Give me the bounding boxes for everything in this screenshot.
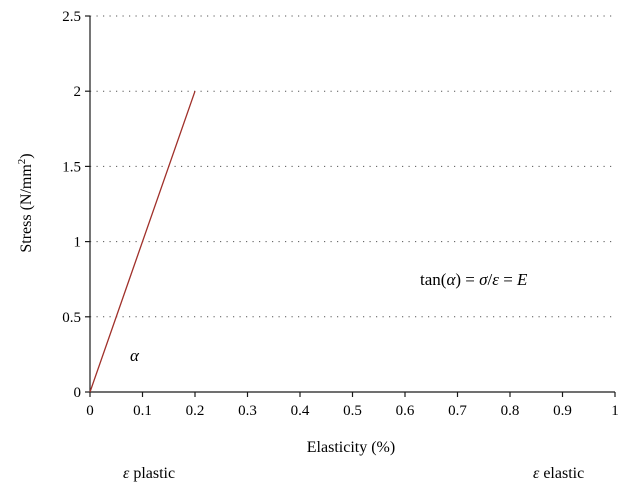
x-tick-label-1: 0.1 — [133, 403, 152, 419]
x-tick-label-2: 0.2 — [186, 403, 205, 419]
y-tick-label-0: 0 — [74, 385, 82, 401]
footer-elastic-label: ε elastic — [533, 465, 584, 482]
series-group — [89, 90, 196, 393]
x-tick-label-0: 0 — [86, 403, 94, 419]
series-line-0 — [89, 90, 196, 393]
x-tick-label-9: 0.9 — [553, 403, 572, 419]
y-tick-label-4: 2 — [74, 84, 82, 100]
x-tick-label-10: 1 — [611, 403, 619, 419]
alpha-annotation: α — [130, 346, 140, 365]
x-tick-label-5: 0.5 — [343, 403, 362, 419]
x-tick-label-3: 0.3 — [238, 403, 257, 419]
x-tick-label-8: 0.8 — [501, 403, 520, 419]
y-tick-label-1: 0.5 — [62, 310, 81, 326]
axes — [85, 15, 616, 397]
footer-plastic-label: ε plastic — [123, 465, 175, 482]
y-tick-label-2: 1 — [74, 235, 82, 251]
x-axis-title: Elasticity (%) — [307, 439, 395, 456]
y-tick-label-5: 2.5 — [62, 9, 81, 25]
x-tick-label-4: 0.4 — [291, 403, 310, 419]
modulus-formula: tan(α) = σ/ε = E — [420, 270, 528, 289]
x-tick-label-6: 0.6 — [396, 403, 415, 419]
y-axis-title: Stress (N/mm2) — [16, 153, 35, 252]
x-tick-label-7: 0.7 — [448, 403, 467, 419]
tick-labels: 0 0.5 1 1.5 2 2.5 0 0.1 0.2 0.3 0.4 0.5 0.6 0.7 0.8 0.9… — [62, 9, 619, 419]
y-tick-label-3: 1.5 — [62, 159, 81, 175]
